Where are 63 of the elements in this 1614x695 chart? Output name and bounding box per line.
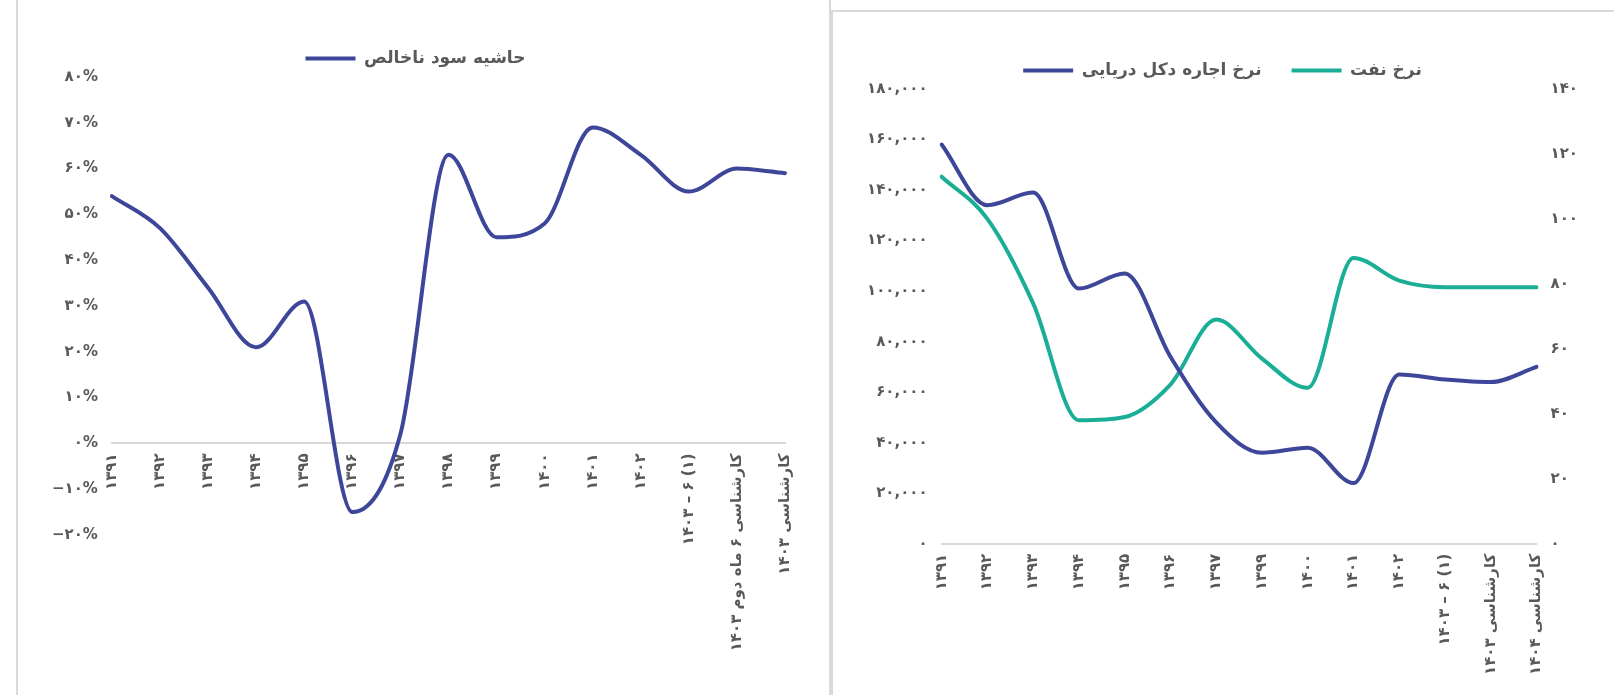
y2-tick-label: ۴۰ bbox=[1550, 403, 1569, 422]
y-tick-label: ۱۰۰,۰۰۰ bbox=[866, 280, 928, 299]
x-tick-label: ۱۴۰۲ bbox=[1389, 553, 1408, 591]
x-tick-label: ۱۳۹۲ bbox=[149, 453, 168, 491]
y-tick-label: ۱۶۰,۰۰۰ bbox=[866, 129, 928, 148]
x-tick-label: ۱۳۹۲ bbox=[977, 553, 996, 591]
y2-tick-label: ۰ bbox=[1550, 533, 1560, 552]
x-tick-label: ۱۳۹۷ bbox=[390, 453, 409, 491]
x-tick-label: ۱۴۰۳ – ۶ (۱) bbox=[678, 453, 697, 546]
y-tick-label: ۷۰% bbox=[64, 112, 98, 131]
x-tick-label: ۱۳۹۹ bbox=[486, 453, 505, 491]
y2-tick-label: ۱۰۰ bbox=[1550, 208, 1578, 227]
y-tick-label: ۱۰% bbox=[64, 387, 98, 406]
y2-tick-label: ۶۰ bbox=[1550, 338, 1569, 357]
x-tick-label: ۱۴۰۲ bbox=[630, 453, 649, 491]
line-series bbox=[939, 174, 1539, 423]
y2-tick-label: ۲۰ bbox=[1550, 468, 1569, 487]
y-tick-label: ۰% bbox=[73, 433, 98, 452]
y-tick-label: ۸۰,۰۰۰ bbox=[876, 331, 928, 350]
x-tick-label: ۱۴۰۰ bbox=[534, 453, 553, 491]
x-tick-label: ۱۳۹۸ bbox=[438, 453, 457, 491]
x-tick-label: ۱۳۹۷ bbox=[1206, 553, 1225, 591]
legend-label: نرخ اجاره دکل دریایی bbox=[1081, 58, 1262, 80]
y-tick-label: −۱۰% bbox=[51, 479, 98, 498]
x-tick-label: ۱۴۰۰ bbox=[1297, 553, 1316, 591]
y2-tick-label: ۱۲۰ bbox=[1550, 143, 1578, 162]
y-tick-label: ۳۰% bbox=[64, 295, 98, 314]
x-tick-label: ۱۳۹۶ bbox=[1160, 553, 1179, 591]
x-tick-label: کارشناسی ۱۴۰۴ bbox=[1526, 553, 1545, 676]
y-tick-label: ۶۰,۰۰۰ bbox=[876, 382, 928, 401]
x-tick-label: ۱۳۹۴ bbox=[1068, 553, 1087, 591]
x-tick-label: ۱۴۰۱ bbox=[582, 453, 601, 491]
x-tick-label: ۱۳۹۴ bbox=[246, 453, 265, 491]
y-tick-label: ۵۰% bbox=[64, 204, 98, 223]
x-tick-label: کارشناسی ۱۴۰۳ bbox=[1480, 553, 1499, 676]
x-tick-label: ۱۳۹۳ bbox=[197, 453, 216, 491]
y-tick-label: ۴۰% bbox=[64, 250, 98, 269]
x-tick-label: ۱۳۹۶ bbox=[342, 453, 361, 491]
line-series bbox=[939, 142, 1539, 486]
x-tick-label: ۱۳۹۹ bbox=[1251, 553, 1270, 591]
x-tick-label: ۱۳۹۱ bbox=[931, 553, 950, 591]
y-tick-label: ۶۰% bbox=[64, 158, 98, 177]
y-tick-label: ۸۰% bbox=[64, 66, 98, 85]
x-tick-label: کارشناسی ۶ ماه دوم ۱۴۰۳ bbox=[726, 453, 745, 652]
y-tick-label: ۱۸۰,۰۰۰ bbox=[866, 78, 928, 97]
y-tick-label: ۲۰,۰۰۰ bbox=[876, 483, 928, 502]
y-tick-label: ۴۰,۰۰۰ bbox=[876, 432, 928, 451]
legend-label: نرخ نفت bbox=[1350, 58, 1422, 80]
y2-tick-label: ۸۰ bbox=[1550, 273, 1569, 292]
x-tick-label: ۱۳۹۵ bbox=[294, 453, 313, 491]
y-tick-label: ۰ bbox=[918, 533, 928, 552]
y-tick-label: −۲۰% bbox=[51, 524, 98, 543]
x-tick-label: ۱۳۹۱ bbox=[101, 453, 120, 491]
x-tick-label: ۱۴۰۱ bbox=[1343, 553, 1362, 591]
x-tick-label: ۱۳۹۳ bbox=[1023, 553, 1042, 591]
y-tick-label: ۱۴۰,۰۰۰ bbox=[866, 179, 928, 198]
x-tick-label: ۱۴۰۳ – ۶ (۱) bbox=[1434, 553, 1453, 646]
legend-label: حاشیه سود ناخالص bbox=[363, 46, 526, 68]
y-tick-label: ۱۲۰,۰۰۰ bbox=[866, 230, 928, 249]
x-tick-label: ۱۳۹۵ bbox=[1114, 553, 1133, 591]
x-tick-label: کارشناسی ۱۴۰۳ bbox=[774, 453, 793, 575]
y2-tick-label: ۱۴۰ bbox=[1550, 78, 1578, 97]
y-tick-label: ۲۰% bbox=[64, 341, 98, 360]
